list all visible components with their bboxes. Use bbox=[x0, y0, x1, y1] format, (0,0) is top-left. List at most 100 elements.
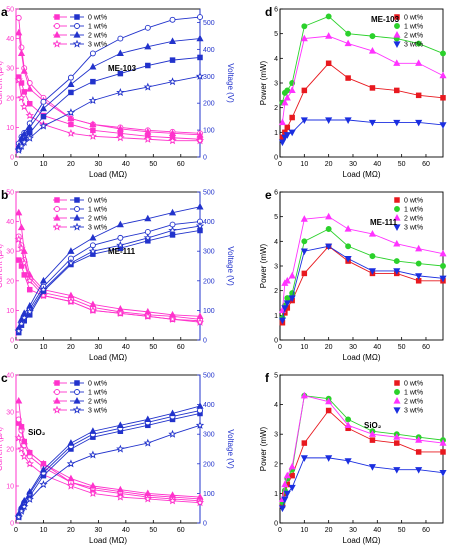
data-point bbox=[415, 244, 423, 252]
data-point bbox=[344, 421, 352, 428]
data-point bbox=[89, 62, 97, 70]
data-point bbox=[68, 121, 74, 128]
y2-tick-label: 300 bbox=[203, 432, 215, 439]
data-point bbox=[116, 49, 124, 57]
legend-label: 0 wt% bbox=[404, 198, 423, 205]
legend-marker bbox=[73, 397, 81, 404]
data-point bbox=[325, 117, 333, 124]
panel-f: f 0 10 20 30 40 50 60 Load (MΩ) 0 1 2 3 4 5 Power (mW) 0… bbox=[259, 371, 447, 545]
data-point bbox=[394, 440, 400, 446]
data-point bbox=[415, 467, 423, 474]
y2-tick-label: 400 bbox=[203, 402, 215, 409]
x-tick-label: 20 bbox=[67, 527, 75, 534]
data-point bbox=[195, 221, 205, 230]
x-tick-label: 0 bbox=[278, 161, 282, 168]
legend-marker bbox=[74, 380, 80, 386]
data-point bbox=[90, 78, 96, 85]
data-point bbox=[284, 87, 291, 94]
panel-label: c bbox=[1, 371, 8, 385]
data-point bbox=[197, 407, 203, 414]
legend-marker bbox=[52, 39, 62, 48]
data-point bbox=[393, 119, 401, 127]
data-point bbox=[89, 427, 97, 434]
y-axis-label: Power (mW) bbox=[259, 243, 268, 288]
x-tick-label: 50 bbox=[398, 161, 406, 168]
series-0wtpct bbox=[279, 243, 446, 326]
data-point bbox=[25, 133, 34, 142]
panel-annotation: ME-111 bbox=[108, 247, 136, 256]
series-3wtpct bbox=[278, 243, 447, 325]
data-point bbox=[66, 481, 76, 490]
legend-marker bbox=[393, 214, 401, 221]
legend-marker bbox=[393, 397, 401, 404]
data-point bbox=[67, 114, 75, 122]
data-point bbox=[26, 123, 34, 131]
legend-marker bbox=[394, 23, 400, 29]
legend-label: 0 wt% bbox=[88, 198, 107, 205]
y2-tick-label: 0 bbox=[203, 338, 207, 345]
x-tick-label: 40 bbox=[373, 344, 381, 351]
y2-tick-label: 300 bbox=[203, 249, 215, 256]
data-point bbox=[168, 314, 177, 323]
data-point bbox=[169, 232, 176, 238]
x-tick-label: 50 bbox=[149, 161, 157, 168]
data-point bbox=[197, 14, 203, 21]
data-point bbox=[344, 225, 352, 232]
y-tick-label: 3 bbox=[274, 264, 278, 271]
x-tick-label: 60 bbox=[177, 344, 185, 351]
data-point bbox=[288, 295, 296, 303]
x-tick-label: 10 bbox=[300, 161, 308, 168]
data-point bbox=[393, 239, 401, 247]
data-point bbox=[344, 458, 352, 465]
panel-annotation: ME-103 bbox=[371, 15, 400, 24]
data-point bbox=[281, 480, 289, 488]
y-axis-label: Power (mW) bbox=[259, 60, 268, 105]
y-tick-label: 2 bbox=[274, 288, 278, 295]
data-point bbox=[369, 33, 376, 40]
data-point bbox=[195, 71, 205, 80]
data-point bbox=[344, 255, 352, 263]
data-point bbox=[116, 485, 124, 493]
data-point bbox=[144, 24, 151, 31]
data-point bbox=[67, 80, 75, 87]
x-tick-label: 40 bbox=[122, 344, 130, 351]
legend-label: 1 wt% bbox=[404, 207, 423, 214]
data-point bbox=[144, 127, 152, 135]
y-tick-label: 10 bbox=[6, 125, 14, 132]
data-point bbox=[14, 433, 23, 442]
data-point bbox=[415, 59, 423, 66]
data-point bbox=[116, 308, 125, 317]
series-line bbox=[281, 457, 444, 509]
x-axis-label: Load (MΩ) bbox=[343, 353, 381, 362]
data-point bbox=[17, 223, 26, 231]
data-point bbox=[18, 263, 25, 269]
x-axis-label: Load (MΩ) bbox=[343, 536, 381, 545]
data-point bbox=[325, 455, 333, 462]
data-point bbox=[369, 253, 376, 260]
data-point bbox=[168, 77, 177, 86]
data-point bbox=[14, 234, 23, 243]
data-point bbox=[283, 132, 291, 139]
y-tick-label: 30 bbox=[6, 66, 14, 73]
legend-marker bbox=[74, 206, 80, 212]
data-point bbox=[116, 87, 125, 96]
legend-marker bbox=[72, 39, 82, 48]
y2-tick-label: 500 bbox=[203, 20, 215, 27]
data-point bbox=[415, 273, 423, 280]
data-point bbox=[281, 496, 289, 504]
y-tick-label: 0 bbox=[274, 521, 278, 528]
series-line bbox=[281, 35, 444, 123]
x-tick-label: 50 bbox=[398, 527, 406, 534]
y-tick-label: 0 bbox=[274, 338, 278, 345]
data-point bbox=[26, 286, 33, 293]
y-tick-label: 5 bbox=[274, 31, 278, 38]
x-axis-label: Load (MΩ) bbox=[89, 536, 127, 545]
series-2wtpct bbox=[278, 391, 447, 502]
data-point bbox=[89, 120, 97, 128]
data-point bbox=[26, 448, 34, 456]
data-point bbox=[20, 313, 29, 322]
legend-marker bbox=[72, 222, 82, 231]
x-tick-label: 10 bbox=[40, 344, 48, 351]
data-point bbox=[25, 494, 34, 503]
